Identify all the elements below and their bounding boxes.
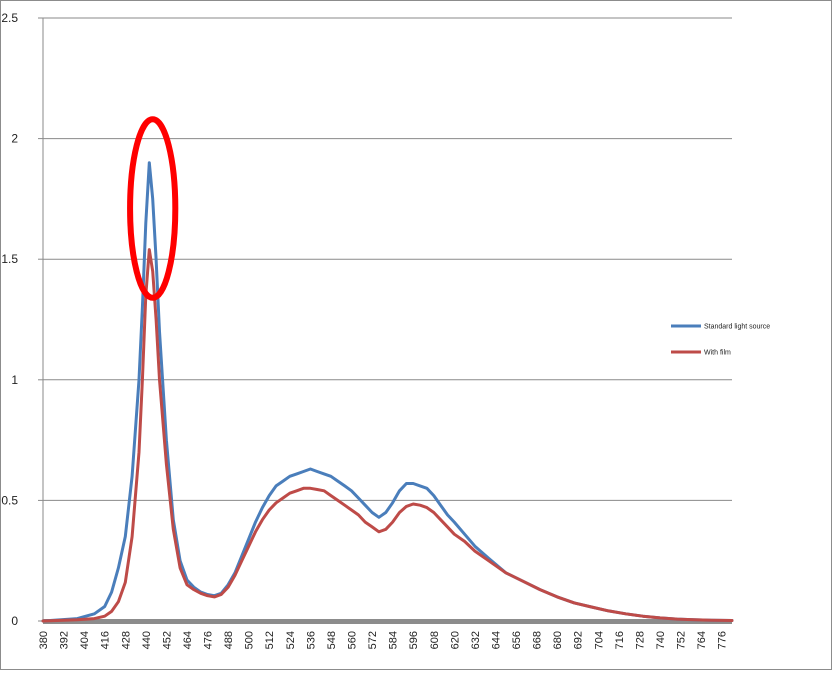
x-tick-label: 416 (100, 631, 112, 649)
x-tick-label: 668 (532, 631, 544, 649)
series-line-with-film (41, 248, 734, 623)
series-line-standard-light-source (41, 161, 734, 623)
x-tick-label: 728 (634, 631, 646, 649)
x-tick-label: 392 (59, 631, 71, 649)
x-tick-label: 524 (285, 631, 297, 649)
x-tick-label: 548 (326, 631, 338, 649)
x-tick-label: 716 (614, 631, 626, 649)
annotation-layer (127, 116, 179, 301)
x-tick-label: 452 (161, 631, 173, 649)
x-tick-label: 632 (470, 631, 482, 649)
x-tick-label: 608 (429, 631, 441, 649)
y-tick-label: 2.5 (1, 11, 18, 25)
legend-label: With film (704, 350, 731, 357)
x-tick-label: 476 (203, 631, 215, 649)
y-tick-label: 1 (11, 373, 18, 387)
x-tick-label: 680 (552, 631, 564, 649)
y-tick-label: 0 (11, 614, 18, 628)
x-tick-label: 488 (223, 631, 235, 649)
x-tick-label: 572 (367, 631, 379, 649)
y-axis: 0 0.5 1 1.5 2 2.5 (1, 11, 44, 628)
x-tick-label: 500 (244, 631, 256, 649)
x-tick-label: 440 (141, 631, 153, 649)
y-tick-label: 2 (11, 132, 18, 146)
x-tick-label: 464 (182, 631, 194, 649)
x-tick-label: 380 (38, 631, 50, 649)
x-tick-label: 776 (717, 631, 729, 649)
x-tick-label: 428 (120, 631, 132, 649)
x-tick-label: 596 (408, 631, 420, 649)
x-tick-label: 656 (511, 631, 523, 649)
x-tick-label: 704 (593, 631, 605, 649)
gridlines (43, 17, 732, 501)
y-tick-label: 1.5 (1, 252, 18, 266)
series-lines (41, 161, 734, 623)
x-tick-label: 536 (305, 631, 317, 649)
x-tick-label: 404 (79, 631, 91, 649)
x-tick-label: 512 (264, 631, 276, 649)
x-tick-label: 644 (490, 631, 502, 649)
x-tick-label: 584 (388, 631, 400, 649)
x-tick-label: 620 (449, 631, 461, 649)
x-tick-label: 692 (573, 631, 585, 649)
x-tick-label: 752 (676, 631, 688, 649)
x-axis-bar (43, 619, 732, 624)
y-tick-label: 0.5 (1, 493, 18, 507)
x-tick-label: 560 (347, 631, 359, 649)
x-tick-label: 740 (655, 631, 667, 649)
legend: Standard light source With film (671, 324, 770, 357)
legend-label: Standard light source (704, 324, 770, 331)
x-tick-label: 764 (696, 631, 708, 649)
highlight-circle (127, 116, 179, 301)
x-axis: 380 392 404 416 428 440 452 464 476 488 500 512 524 5… (38, 619, 732, 649)
